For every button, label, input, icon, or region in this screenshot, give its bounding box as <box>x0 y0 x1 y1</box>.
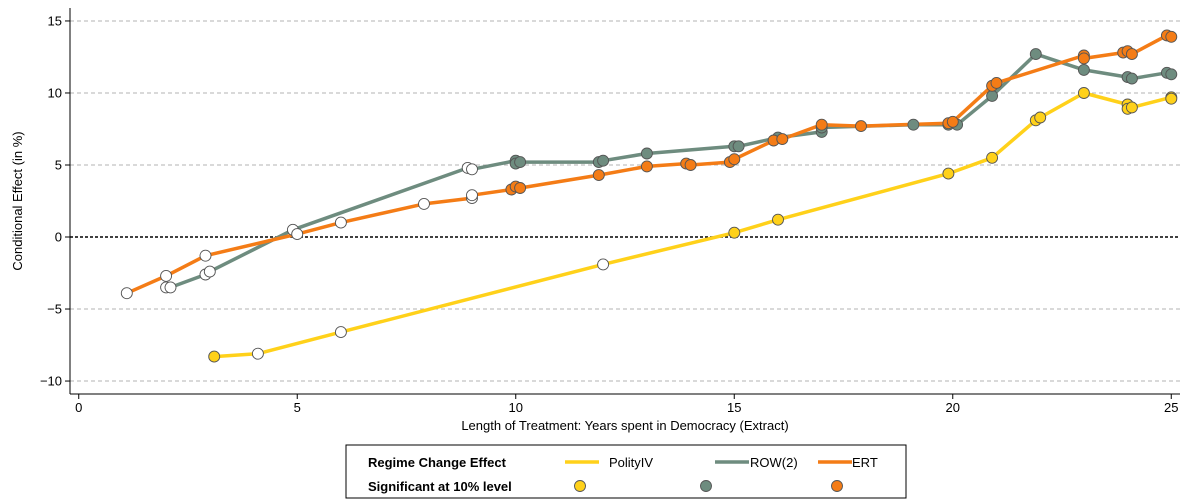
x-tick-label: 0 <box>75 400 82 415</box>
legend-row1-title: Regime Change Effect <box>368 455 507 470</box>
x-tick-label: 15 <box>727 400 741 415</box>
data-point <box>203 265 216 278</box>
data-point <box>418 197 430 210</box>
grid-lines <box>70 20 1180 382</box>
y-tick-label: 5 <box>55 157 62 172</box>
data-point <box>732 140 745 153</box>
data-point <box>946 115 959 128</box>
data-points <box>120 29 1178 363</box>
data-point <box>640 160 653 173</box>
data-point <box>684 159 697 171</box>
data-point <box>251 347 264 360</box>
x-tick-label: 20 <box>946 400 960 415</box>
data-point <box>514 182 527 194</box>
y-tick-label: 15 <box>48 13 62 28</box>
data-point <box>334 326 347 339</box>
y-tick-label: −10 <box>40 374 62 389</box>
data-point <box>1029 48 1042 61</box>
series-line <box>212 91 1174 359</box>
data-point <box>208 350 221 363</box>
data-point <box>907 118 920 131</box>
x-tick-label: 10 <box>509 400 523 415</box>
x-tick-label: 25 <box>1164 400 1178 415</box>
data-point <box>1165 30 1178 43</box>
data-point <box>1125 72 1138 85</box>
data-point <box>291 228 304 241</box>
data-point <box>776 133 789 146</box>
legend-swatch-marker <box>831 480 843 492</box>
data-point <box>592 169 605 182</box>
y-tick-label: −5 <box>47 302 62 317</box>
data-point <box>986 151 999 164</box>
data-point <box>1125 48 1138 61</box>
data-point <box>1165 92 1178 105</box>
legend-row2-title: Significant at 10% level <box>368 479 512 494</box>
legend-box <box>345 444 907 499</box>
legend-series-label: ERT <box>852 455 878 470</box>
data-point <box>772 213 784 226</box>
data-point <box>640 147 653 160</box>
x-axis-title: Length of Treatment: Years spent in Demo… <box>461 418 788 433</box>
data-point <box>1034 111 1047 124</box>
x-tick-label: 5 <box>294 400 301 415</box>
data-point <box>1165 68 1178 81</box>
legend-entries: PolityIV ROW(2) ERT <box>565 455 878 492</box>
data-point <box>597 258 610 271</box>
data-point <box>164 281 177 294</box>
y-tick-label: 0 <box>55 230 62 245</box>
y-axis-title: Conditional Effect (in %) <box>10 131 25 270</box>
data-point <box>815 118 828 131</box>
data-point <box>1077 63 1090 76</box>
data-point <box>1125 101 1138 114</box>
series-lines <box>125 33 1174 359</box>
legend-series-label: ROW(2) <box>750 455 798 470</box>
data-point <box>1077 87 1090 99</box>
data-point <box>728 153 741 166</box>
data-point <box>597 154 610 167</box>
data-point <box>1077 52 1090 65</box>
y-tick-label: 10 <box>48 85 62 100</box>
series-line <box>164 52 1174 290</box>
legend-swatch-marker <box>574 480 586 492</box>
data-point <box>466 189 478 202</box>
axes: −10 −5 0 5 10 15 0 5 10 15 20 25 <box>40 8 1180 415</box>
data-point <box>990 76 1003 89</box>
data-point <box>466 163 478 176</box>
data-point <box>160 269 173 282</box>
legend-series-label: PolityIV <box>609 455 653 470</box>
data-point <box>942 167 955 180</box>
legend-swatch-marker <box>700 480 712 492</box>
data-point <box>855 120 867 133</box>
data-point <box>514 156 527 169</box>
data-point <box>120 287 133 300</box>
legend: Regime Change Effect Significant at 10% … <box>345 444 907 499</box>
data-point <box>334 216 347 229</box>
data-point <box>986 89 999 102</box>
data-point <box>728 226 741 239</box>
data-point <box>199 249 212 262</box>
